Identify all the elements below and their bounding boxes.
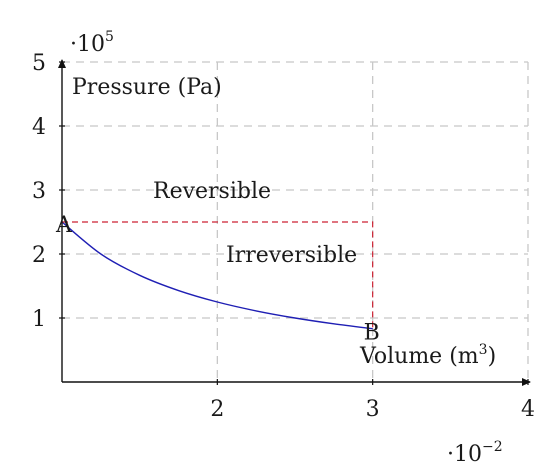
y-tick-label: 5	[32, 51, 46, 76]
x-axis-label-text: Volume (m	[359, 344, 479, 369]
x-multiplier: ·10−2	[447, 439, 503, 463]
point-label-b: B	[364, 321, 380, 346]
y-multiplier: ·105	[70, 29, 114, 57]
x-tick-label: 3	[366, 397, 380, 422]
x-axis-label-close: )	[488, 344, 497, 369]
series-line-irreversible	[62, 221, 374, 329]
x-axis-label: Volume (m3)	[359, 342, 496, 369]
y-tick-label: 3	[32, 179, 46, 204]
y-multiplier-base: ·10	[70, 32, 105, 57]
x-axis-label-superscript: 3	[479, 342, 488, 358]
x-tick-label: 2	[210, 397, 224, 422]
series-layer	[61, 221, 374, 330]
x-tick-label: 4	[521, 397, 535, 422]
labels: Pressure (Pa) Volume (m3) ·105 ·10−2 Rev…	[70, 29, 503, 463]
series-line-reversible	[61, 221, 373, 330]
series-label-irreversible: Irreversible	[226, 243, 357, 268]
y-multiplier-exponent: 5	[105, 29, 114, 45]
x-multiplier-base: ·10	[447, 442, 482, 463]
y-tick-label: 4	[32, 115, 46, 140]
axes: 1 2 3 4 5 2 3 4 A B	[32, 51, 535, 422]
point-label-a: A	[55, 213, 73, 238]
y-tick-label: 2	[32, 243, 46, 268]
y-tick-label: 1	[32, 307, 46, 332]
series-label-reversible: Reversible	[153, 179, 271, 204]
x-multiplier-exponent: −2	[482, 439, 503, 455]
y-axis-label: Pressure (Pa)	[72, 75, 222, 100]
